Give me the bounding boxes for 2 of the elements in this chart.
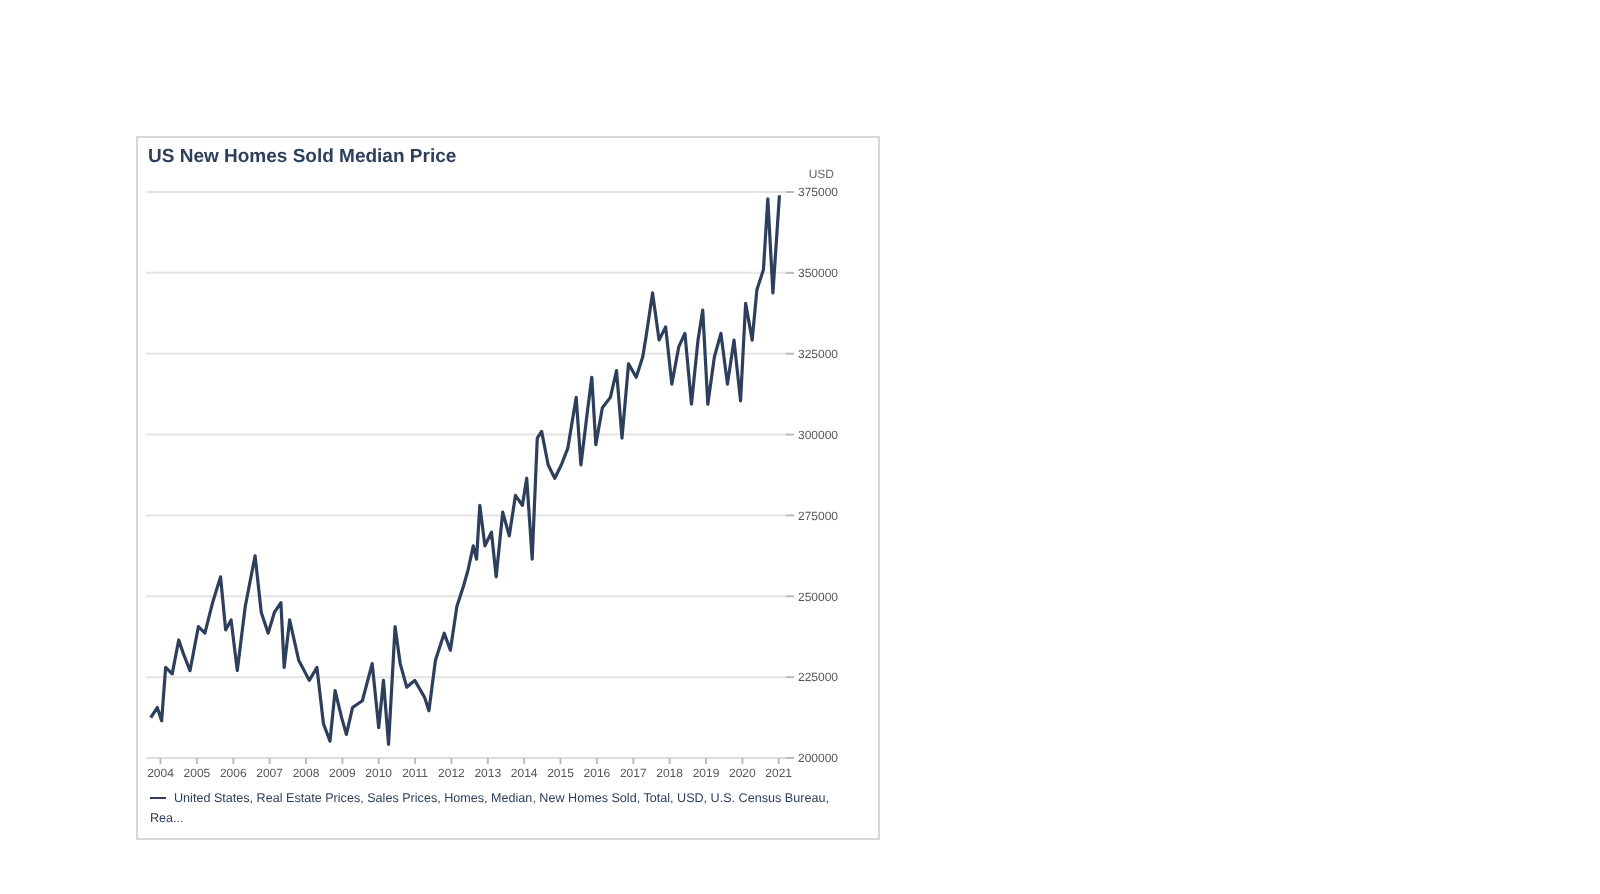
line-series xyxy=(149,193,782,747)
chart-title: US New Homes Sold Median Price xyxy=(148,146,457,168)
